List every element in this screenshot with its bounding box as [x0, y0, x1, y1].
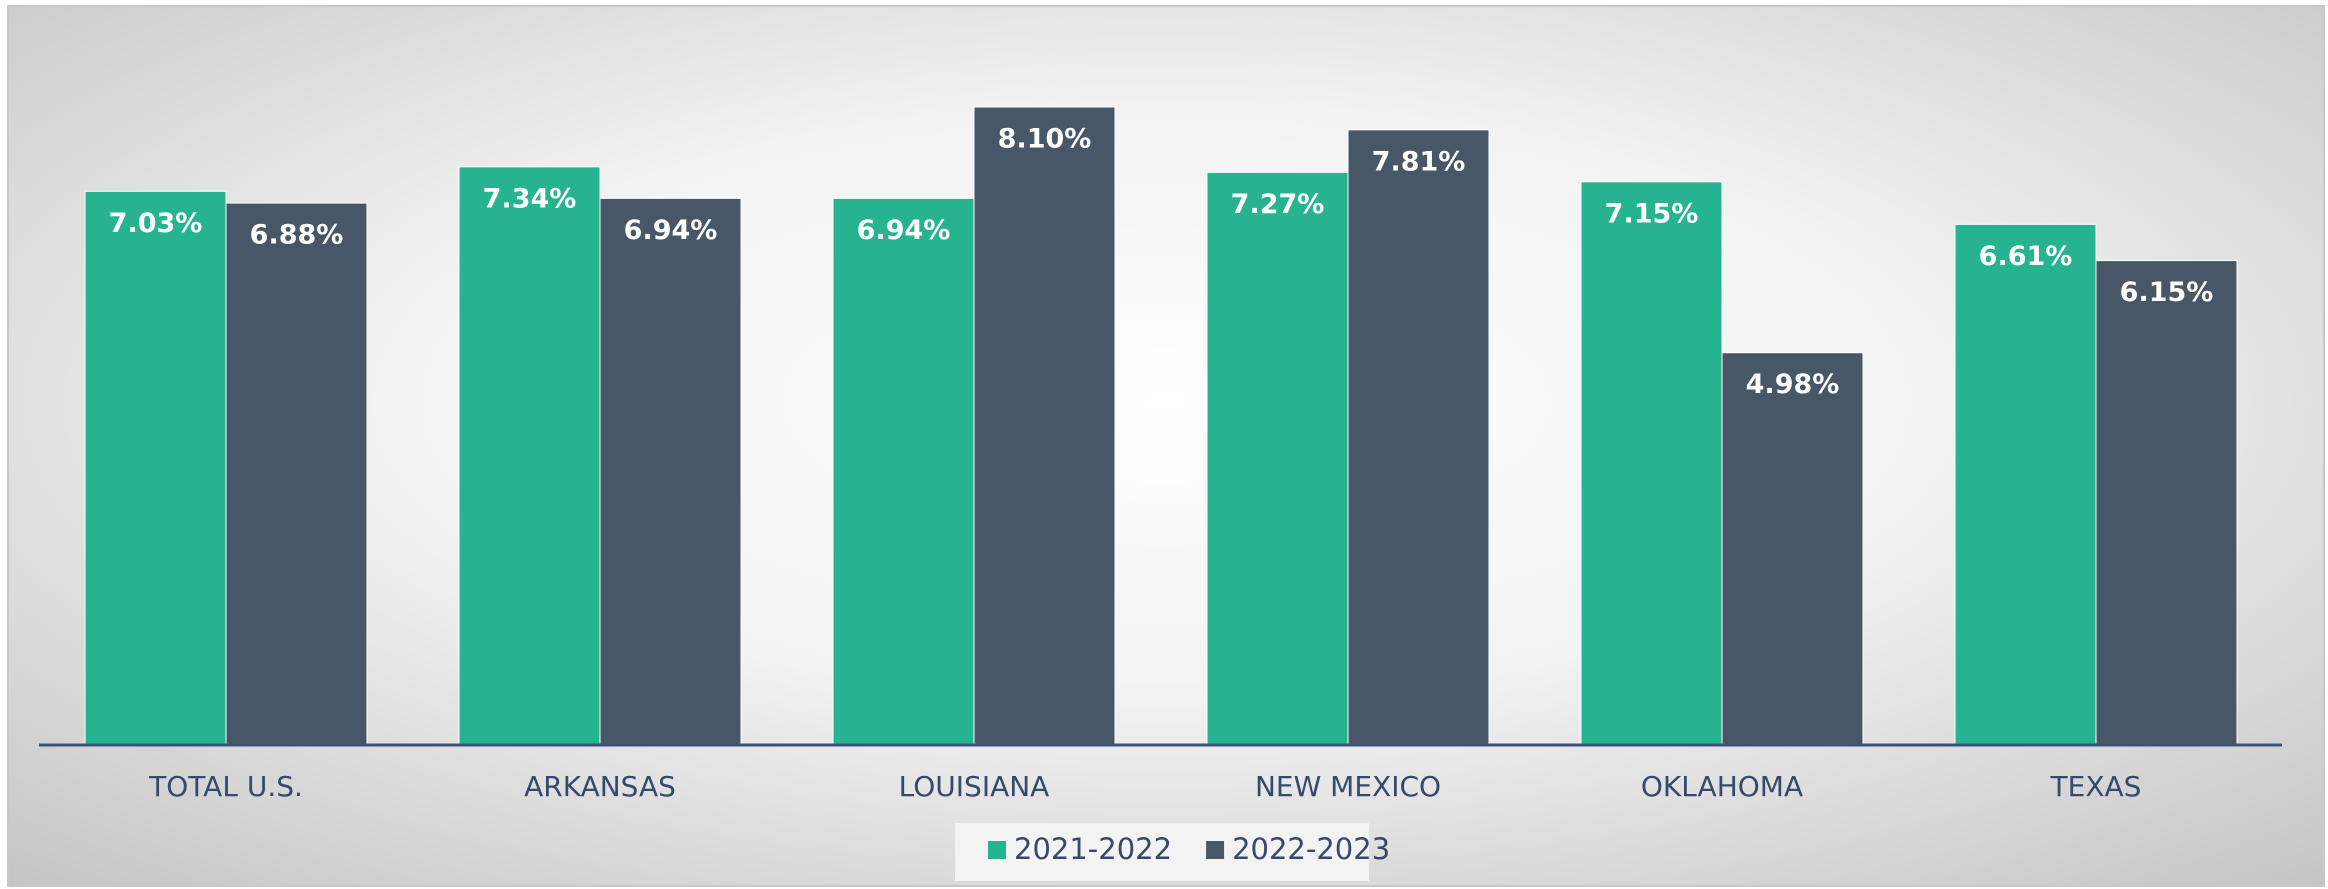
- bar: [973, 106, 1116, 746]
- bar: [84, 190, 227, 746]
- bar: [599, 197, 742, 746]
- data-label: 6.88%: [250, 220, 344, 251]
- x-tick-label: ARKANSAS: [524, 770, 676, 803]
- data-label: 6.94%: [857, 215, 951, 246]
- legend-swatch: [1206, 841, 1225, 859]
- data-label: 6.15%: [2120, 277, 2214, 308]
- bar: [1206, 171, 1349, 746]
- bar: [1954, 223, 2097, 746]
- bar: [1721, 352, 1864, 746]
- x-tick-label: NEW MEXICO: [1255, 770, 1441, 803]
- bar: [225, 202, 368, 746]
- bar: [1580, 181, 1723, 746]
- data-label: 7.27%: [1231, 189, 1325, 220]
- data-label: 7.15%: [1605, 198, 1699, 229]
- legend-label: 2021-2022: [1014, 832, 1172, 866]
- data-label: 7.34%: [483, 183, 577, 214]
- bar: [2095, 260, 2238, 746]
- x-tick-label: OKLAHOMA: [1641, 770, 1803, 803]
- x-tick-label: TEXAS: [2050, 770, 2142, 803]
- bar: [1347, 129, 1490, 746]
- data-label: 8.10%: [998, 124, 1092, 155]
- data-label: 6.61%: [1979, 241, 2073, 272]
- data-label: 4.98%: [1746, 369, 1840, 400]
- data-label: 6.94%: [624, 215, 718, 246]
- bar: [458, 166, 601, 746]
- x-tick-label: TOTAL U.S.: [148, 770, 303, 803]
- legend-swatch: [988, 841, 1006, 859]
- legend-box: [955, 823, 1369, 881]
- x-tick-label: LOUISIANA: [899, 770, 1050, 803]
- legend-label: 2022-2023: [1232, 832, 1390, 866]
- data-label: 7.03%: [109, 208, 203, 239]
- data-label: 7.81%: [1372, 146, 1466, 177]
- bar: [832, 197, 975, 746]
- chart-background: [7, 5, 2325, 887]
